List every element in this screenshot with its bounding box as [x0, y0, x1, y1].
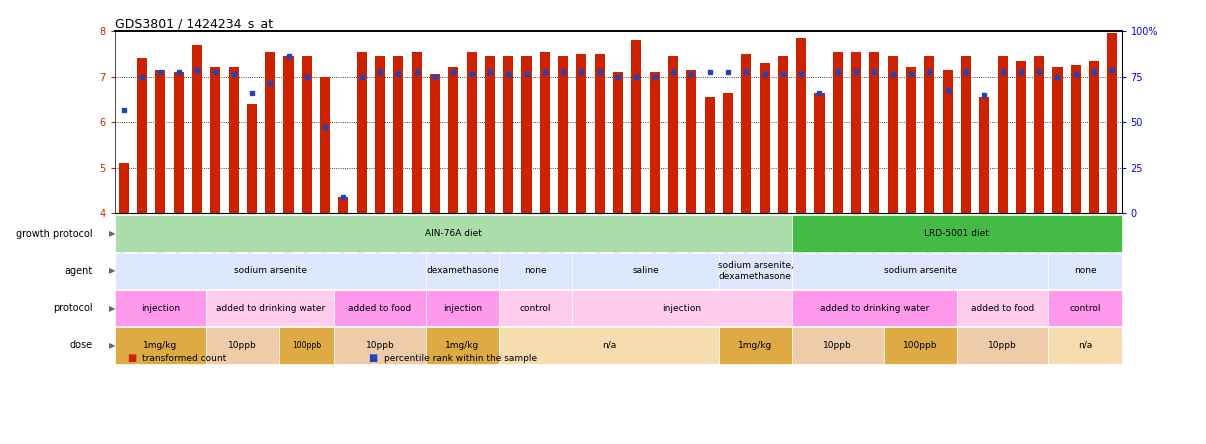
Bar: [961, 56, 971, 213]
Bar: [1107, 33, 1118, 213]
Bar: [979, 97, 989, 213]
Text: 10ppb: 10ppb: [228, 341, 257, 350]
Bar: [320, 77, 330, 213]
Bar: [796, 38, 806, 213]
Bar: [503, 56, 514, 213]
Text: control: control: [1070, 304, 1101, 313]
Bar: [357, 52, 367, 213]
Bar: [742, 54, 751, 213]
Text: added to food: added to food: [349, 304, 411, 313]
Bar: [778, 56, 788, 213]
Text: control: control: [520, 304, 551, 313]
Bar: [431, 74, 440, 213]
Bar: [1071, 65, 1081, 213]
Bar: [449, 67, 458, 213]
Text: GDS3801 / 1424234_s_at: GDS3801 / 1424234_s_at: [115, 17, 273, 30]
Text: percentile rank within the sample: percentile rank within the sample: [384, 353, 537, 363]
Text: ▶: ▶: [109, 229, 115, 238]
Bar: [558, 56, 568, 213]
Text: injection: injection: [443, 304, 482, 313]
Bar: [156, 70, 165, 213]
Bar: [1089, 61, 1099, 213]
Text: protocol: protocol: [53, 303, 93, 313]
Bar: [247, 104, 257, 213]
Bar: [760, 63, 769, 213]
Text: ■: ■: [127, 353, 136, 363]
Bar: [375, 56, 385, 213]
Text: dose: dose: [70, 341, 93, 350]
Bar: [870, 52, 879, 213]
Text: 10ppb: 10ppb: [988, 341, 1017, 350]
Text: 100ppb: 100ppb: [292, 341, 321, 350]
Bar: [540, 52, 550, 213]
Bar: [1053, 67, 1062, 213]
Bar: [1015, 61, 1026, 213]
Text: sodium arsenite,
dexamethasone: sodium arsenite, dexamethasone: [718, 261, 794, 281]
Bar: [192, 45, 201, 213]
Text: LRD-5001 diet: LRD-5001 diet: [924, 229, 989, 238]
Bar: [210, 67, 221, 213]
Text: injection: injection: [141, 304, 180, 313]
Text: added to drinking water: added to drinking water: [216, 304, 324, 313]
Text: added to drinking water: added to drinking water: [820, 304, 929, 313]
Text: none: none: [525, 266, 548, 275]
Text: 1mg/kg: 1mg/kg: [738, 341, 773, 350]
Bar: [722, 92, 733, 213]
Bar: [411, 52, 422, 213]
Bar: [888, 56, 897, 213]
Bar: [814, 92, 825, 213]
Bar: [174, 72, 183, 213]
Text: n/a: n/a: [1078, 341, 1093, 350]
Bar: [467, 52, 476, 213]
Text: ▶: ▶: [109, 341, 115, 350]
Bar: [851, 52, 861, 213]
Text: agent: agent: [65, 266, 93, 276]
Bar: [137, 59, 147, 213]
Text: none: none: [1073, 266, 1096, 275]
Text: sodium arsenite: sodium arsenite: [884, 266, 956, 275]
Bar: [229, 67, 239, 213]
Bar: [704, 97, 715, 213]
Text: added to food: added to food: [971, 304, 1035, 313]
Bar: [1035, 56, 1044, 213]
Bar: [393, 56, 403, 213]
Bar: [613, 72, 624, 213]
Text: ■: ■: [368, 353, 377, 363]
Bar: [521, 56, 532, 213]
Bar: [576, 54, 586, 213]
Text: ▶: ▶: [109, 304, 115, 313]
Text: dexamethasone: dexamethasone: [426, 266, 499, 275]
Text: 100ppb: 100ppb: [903, 341, 937, 350]
Bar: [833, 52, 843, 213]
Text: transformed count: transformed count: [142, 353, 227, 363]
Text: sodium arsenite: sodium arsenite: [234, 266, 306, 275]
Bar: [906, 67, 917, 213]
Text: 1mg/kg: 1mg/kg: [144, 341, 177, 350]
Text: 10ppb: 10ppb: [824, 341, 853, 350]
Bar: [339, 197, 349, 213]
Bar: [668, 56, 678, 213]
Bar: [686, 70, 696, 213]
Text: ▶: ▶: [109, 266, 115, 275]
Bar: [265, 52, 275, 213]
Bar: [632, 40, 642, 213]
Bar: [485, 56, 494, 213]
Text: AIN-76A diet: AIN-76A diet: [425, 229, 481, 238]
Bar: [595, 54, 604, 213]
Bar: [283, 56, 293, 213]
Bar: [924, 56, 935, 213]
Text: injection: injection: [662, 304, 702, 313]
Bar: [997, 56, 1007, 213]
Text: 1mg/kg: 1mg/kg: [445, 341, 480, 350]
Bar: [302, 56, 312, 213]
Bar: [943, 70, 953, 213]
Text: growth protocol: growth protocol: [16, 229, 93, 238]
Bar: [650, 72, 660, 213]
Bar: [118, 163, 129, 213]
Text: saline: saline: [632, 266, 658, 275]
Text: 10ppb: 10ppb: [365, 341, 394, 350]
Text: n/a: n/a: [602, 341, 616, 350]
